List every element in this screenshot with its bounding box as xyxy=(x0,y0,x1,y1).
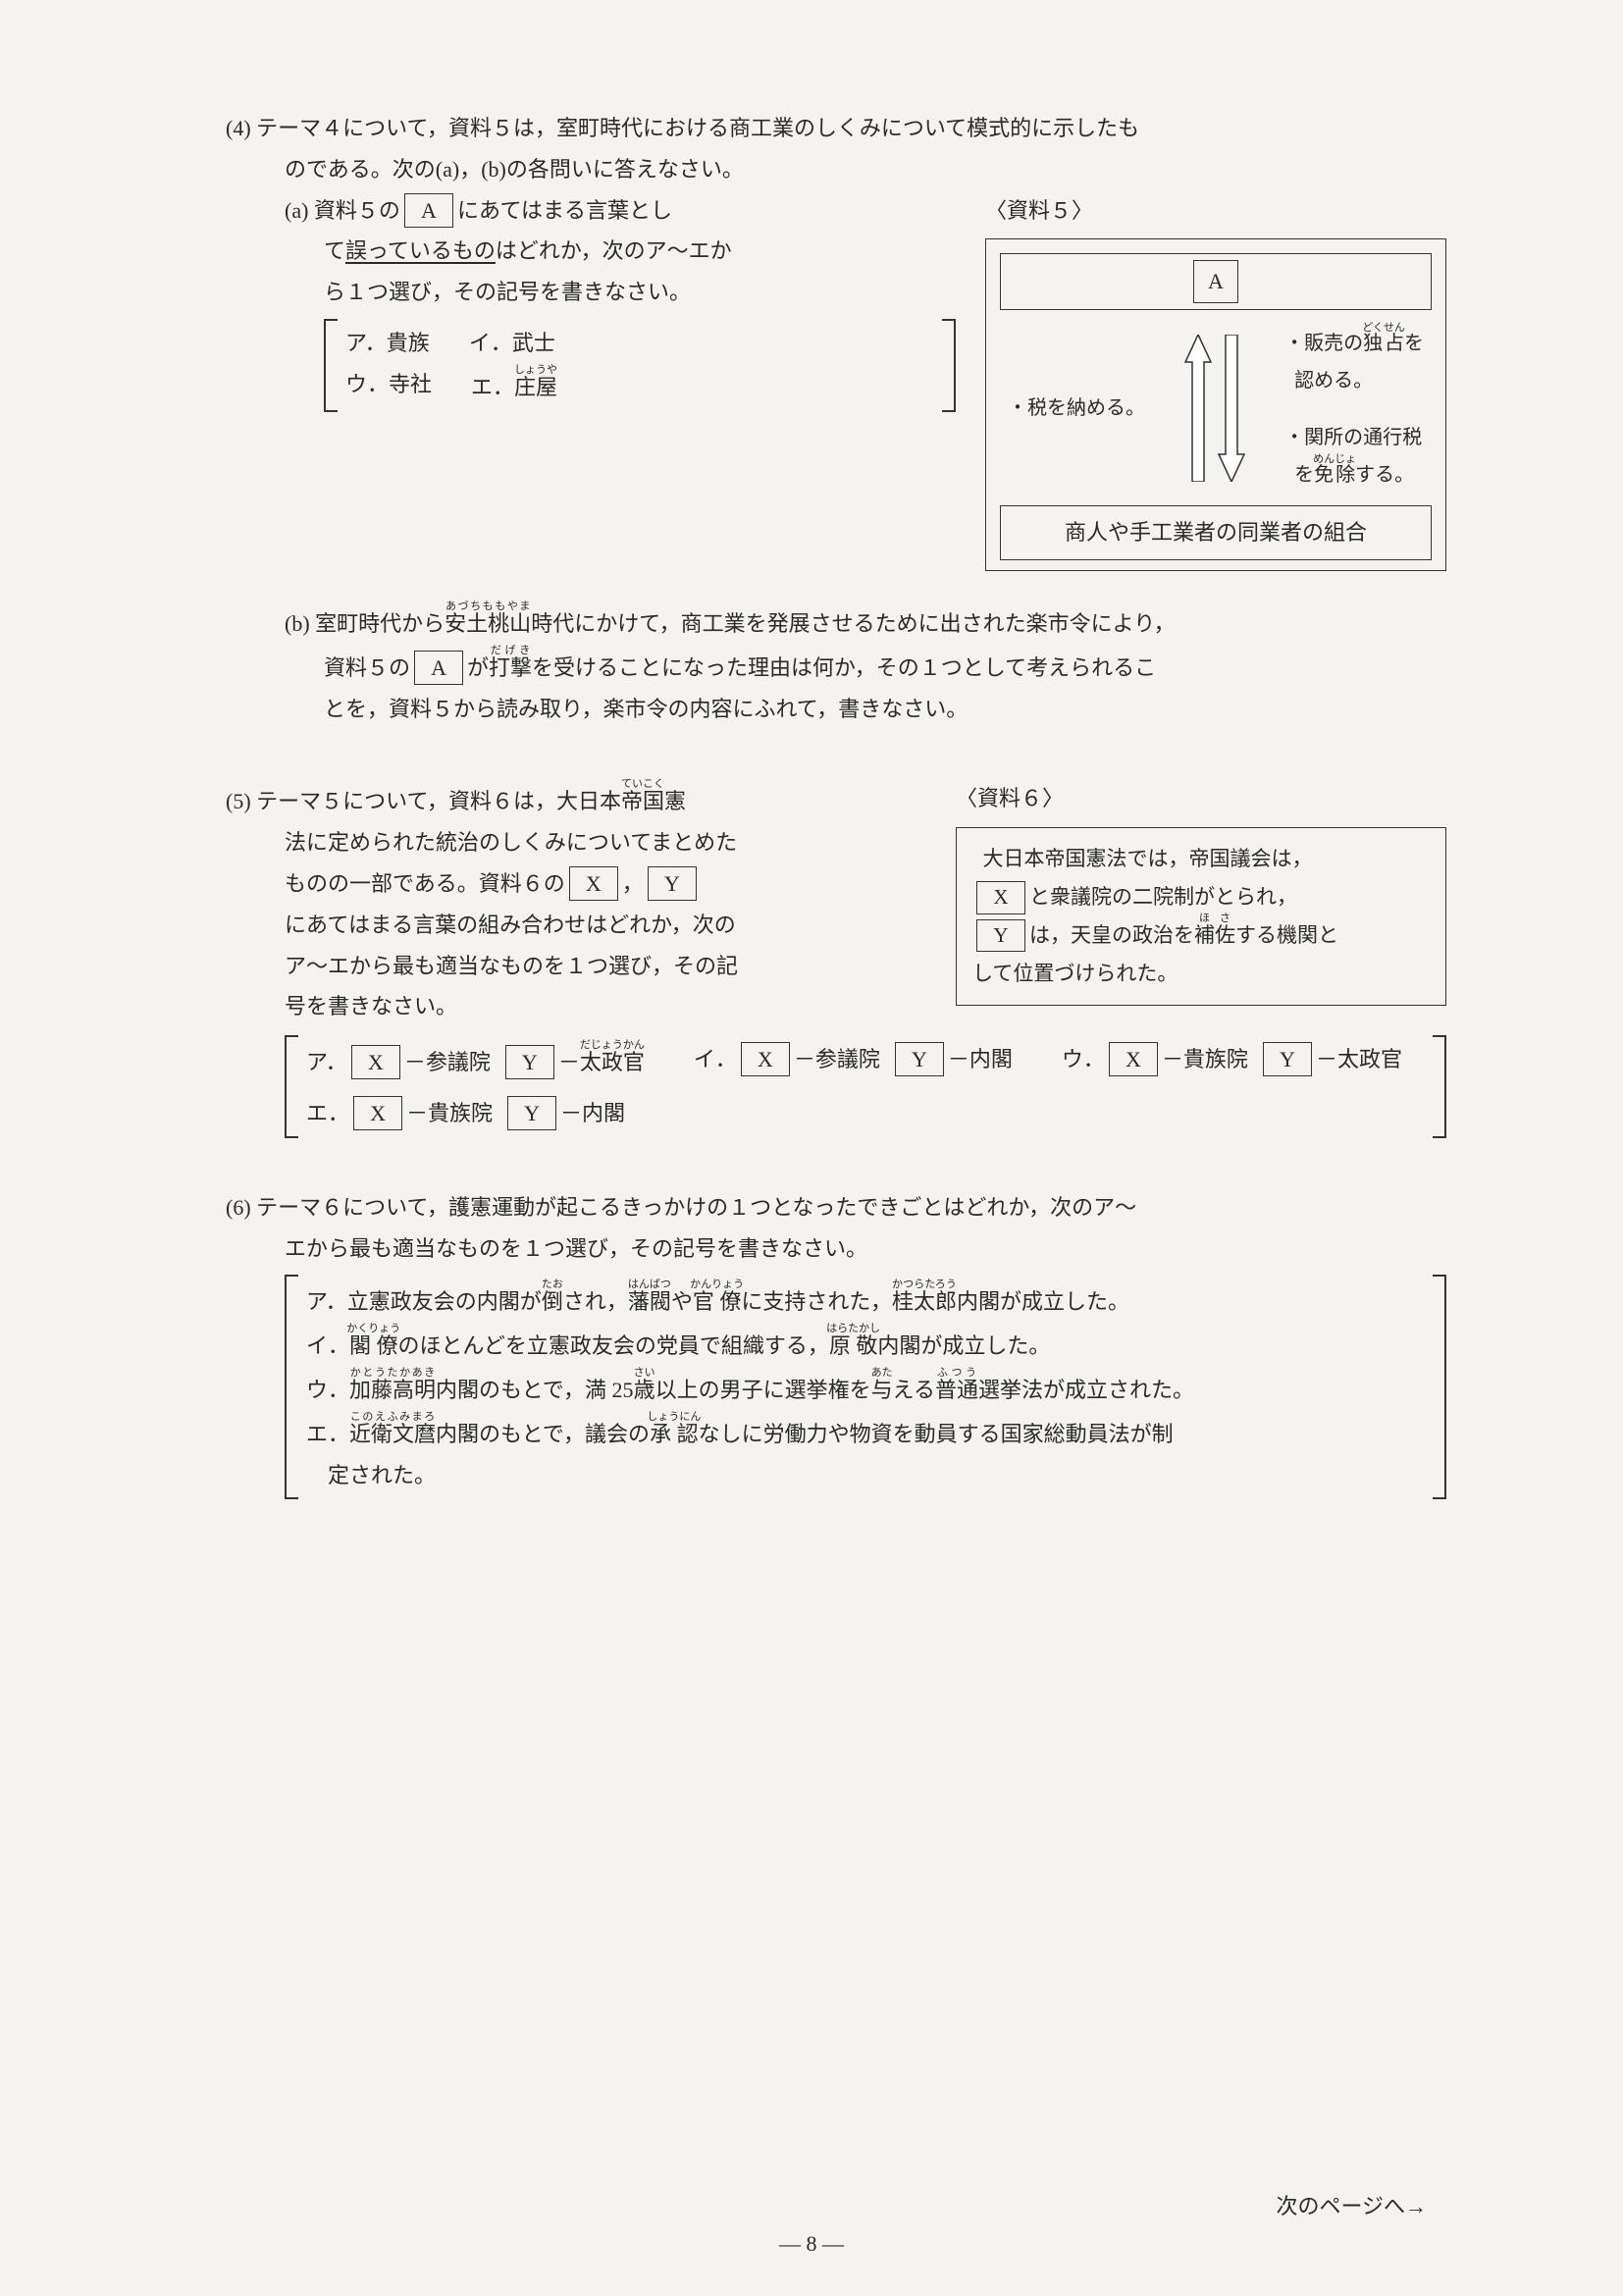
q5-choice-u: ウ．X－貴族院 Y－太政官 xyxy=(1062,1039,1402,1083)
box-a: A xyxy=(404,193,453,228)
bracket-right xyxy=(1433,1275,1446,1499)
resource5-label: 〈資料５〉 xyxy=(985,190,1446,232)
incorrect-underline: 誤っているもの xyxy=(345,238,496,263)
bracket-left xyxy=(285,1035,298,1138)
box-a-2: A xyxy=(414,651,463,685)
bracket-right xyxy=(942,319,956,412)
q4-intro-b: のである。次の(a)，(b)の各問いに答えなさい。 xyxy=(226,149,1446,190)
q4a-choices: ア．貴族 イ．武士 ウ．寺社 エ．庄屋しょうや xyxy=(285,319,956,412)
q5-l2: 法に定められた統治のしくみについてまとめた xyxy=(226,822,926,863)
choice-u: ウ．寺社 xyxy=(345,364,432,408)
q6-choice-e: エ．近衛文麿このえふみまろ内閣のもとで，議会の承認しょうにんなしに労働力や物資を… xyxy=(306,1411,1425,1496)
diagram-top: A xyxy=(1000,253,1432,310)
question-5: (5) テーマ５について，資料６は，大日本帝国ていこく憲 法に定められた統治のし… xyxy=(226,778,1446,1137)
q4a-left: (a) 資料５のAにあてはまる言葉とし て誤っているものはどれか，次のア～エか … xyxy=(285,190,956,412)
diagram-left-text: ・税を納める。 xyxy=(1008,322,1145,494)
resource6-box: 大日本帝国憲法では，帝国議会は， Xと衆議院の二院制がとられ， Yは，天皇の政治… xyxy=(956,827,1446,1005)
diagram-arrows xyxy=(1183,322,1246,494)
resource5-diagram: A ・税を納める。 ・販売の独占どくせんを xyxy=(985,238,1446,571)
q5-num: (5) xyxy=(226,789,251,813)
box-x-r6: X xyxy=(976,881,1025,914)
choice-i: イ．武士 xyxy=(469,323,555,364)
q6-l1: (6) テーマ６について，護憲運動が起こるきっかけの１つとなったできごとはどれか… xyxy=(226,1187,1446,1228)
q5-left: (5) テーマ５について，資料６は，大日本帝国ていこく憲 法に定められた統治のし… xyxy=(226,778,926,1027)
diagram-right-1: ・販売の独占どくせんを 認める。 xyxy=(1284,322,1424,399)
diagram-bottom: 商人や手工業者の同業者の組合 xyxy=(1000,505,1432,560)
q5-l4: にあてはまる言葉の組み合わせはどれか，次の xyxy=(226,905,926,946)
q5-choice-i: イ．X－参議院 Y－内閣 xyxy=(694,1039,1013,1083)
bracket-left xyxy=(324,319,338,412)
arrow-up-icon xyxy=(1183,335,1213,482)
question-6: (6) テーマ６について，護憲運動が起こるきっかけの１つとなったできごとはどれか… xyxy=(226,1187,1446,1500)
page-footer-next: 次のページへ→ xyxy=(1276,2186,1427,2227)
q4b: (b) 室町時代から安土桃山あづちももやま時代にかけて，商工業を発展させるために… xyxy=(226,600,1446,729)
q4a-l1: (a) 資料５のAにあてはまる言葉とし xyxy=(285,190,956,232)
q6-choice-a: ア．立憲政友会の内閣が倒たおされ，藩閥はんばつや官僚かんりょうに支持された，桂太… xyxy=(306,1278,1425,1323)
q5-row: (5) テーマ５について，資料６は，大日本帝国ていこく憲 法に定められた統治のし… xyxy=(226,778,1446,1027)
q4a-l3: ら１つ選び，その記号を書きなさい。 xyxy=(285,272,956,313)
q6-choice-i: イ．閣僚かくりょうのほとんどを立憲政友会の党員で組織する，原敬はらたかし内閣が成… xyxy=(306,1323,1425,1367)
arrow-down-icon xyxy=(1217,335,1246,482)
q4b-l3: とを，資料５から読み取り，楽市令の内容にふれて，書きなさい。 xyxy=(285,689,1446,730)
resource6-label: 〈資料６〉 xyxy=(956,778,1446,819)
diagram-right-2: ・関所の通行税 を免除めんじょする。 xyxy=(1284,419,1424,494)
box-y-r6: Y xyxy=(976,919,1025,953)
q5-l6: 号を書きなさい。 xyxy=(226,986,926,1027)
q4a-l2: て誤っているものはどれか，次のア～エか xyxy=(285,231,956,272)
resource-5: 〈資料５〉 A ・税を納める。 xyxy=(985,190,1446,571)
q4b-l1: (b) 室町時代から安土桃山あづちももやま時代にかけて，商工業を発展させるために… xyxy=(285,600,1446,645)
q5-choices: ア．X－参議院 Y－太政官だじょうかん イ．X－参議院 Y－内閣 ウ．X－貴族院… xyxy=(226,1035,1446,1138)
q4a-row: (a) 資料５のAにあてはまる言葉とし て誤っているものはどれか，次のア～エか … xyxy=(226,190,1446,571)
diagram-right: ・販売の独占どくせんを 認める。 ・関所の通行税 を免除めんじょする。 xyxy=(1284,322,1424,494)
q4-intro-a: テーマ４について，資料５は，室町時代における商工業のしくみについて模式的に示した… xyxy=(256,116,1139,140)
q4b-l2: 資料５のAが打撃だげきを受けることになった理由は何か，その１つとして考えられるこ xyxy=(285,645,1446,689)
q6-choice-u: ウ．加藤高明かとうたかあき内閣のもとで，満 25歳さい以上の男子に選挙権を与あた… xyxy=(306,1367,1425,1411)
q4-num: (4) xyxy=(226,116,251,140)
box-x: X xyxy=(569,866,618,901)
q4-intro: (4) テーマ４について，資料５は，室町時代における商工業のしくみについて模式的… xyxy=(226,108,1446,149)
q5-l1: (5) テーマ５について，資料６は，大日本帝国ていこく憲 xyxy=(226,778,926,822)
q4b-num: (b) xyxy=(285,611,310,636)
q4a-num: (a) xyxy=(285,198,308,223)
choice-e: エ．庄屋しょうや xyxy=(471,364,557,408)
q5-l3: ものの一部である。資料６のX，Y xyxy=(226,863,926,905)
q6-l2: エから最も適当なものを１つ選び，その記号を書きなさい。 xyxy=(226,1228,1446,1270)
page-number: ― 8 ― xyxy=(779,2223,844,2265)
bracket-right xyxy=(1433,1035,1446,1138)
resource-6: 〈資料６〉 大日本帝国憲法では，帝国議会は， Xと衆議院の二院制がとられ， Yは… xyxy=(956,778,1446,1005)
q6-num: (6) xyxy=(226,1195,251,1220)
choice-a: ア．貴族 xyxy=(345,323,430,364)
diagram-mid: ・税を納める。 ・販売の独占どくせんを 認める。 xyxy=(1000,316,1432,499)
q6-choices: ア．立憲政友会の内閣が倒たおされ，藩閥はんばつや官僚かんりょうに支持された，桂太… xyxy=(226,1275,1446,1499)
q5-choice-e: エ．X－貴族院 Y－内閣 xyxy=(306,1093,625,1134)
box-y: Y xyxy=(648,866,697,901)
q5-l5: ア～エから最も適当なものを１つ選び，その記 xyxy=(226,946,926,987)
diagram-top-a: A xyxy=(1193,260,1238,303)
bracket-left xyxy=(285,1275,298,1499)
question-4: (4) テーマ４について，資料５は，室町時代における商工業のしくみについて模式的… xyxy=(226,108,1446,729)
q5-choice-a: ア．X－参議院 Y－太政官だじょうかん xyxy=(306,1039,645,1083)
